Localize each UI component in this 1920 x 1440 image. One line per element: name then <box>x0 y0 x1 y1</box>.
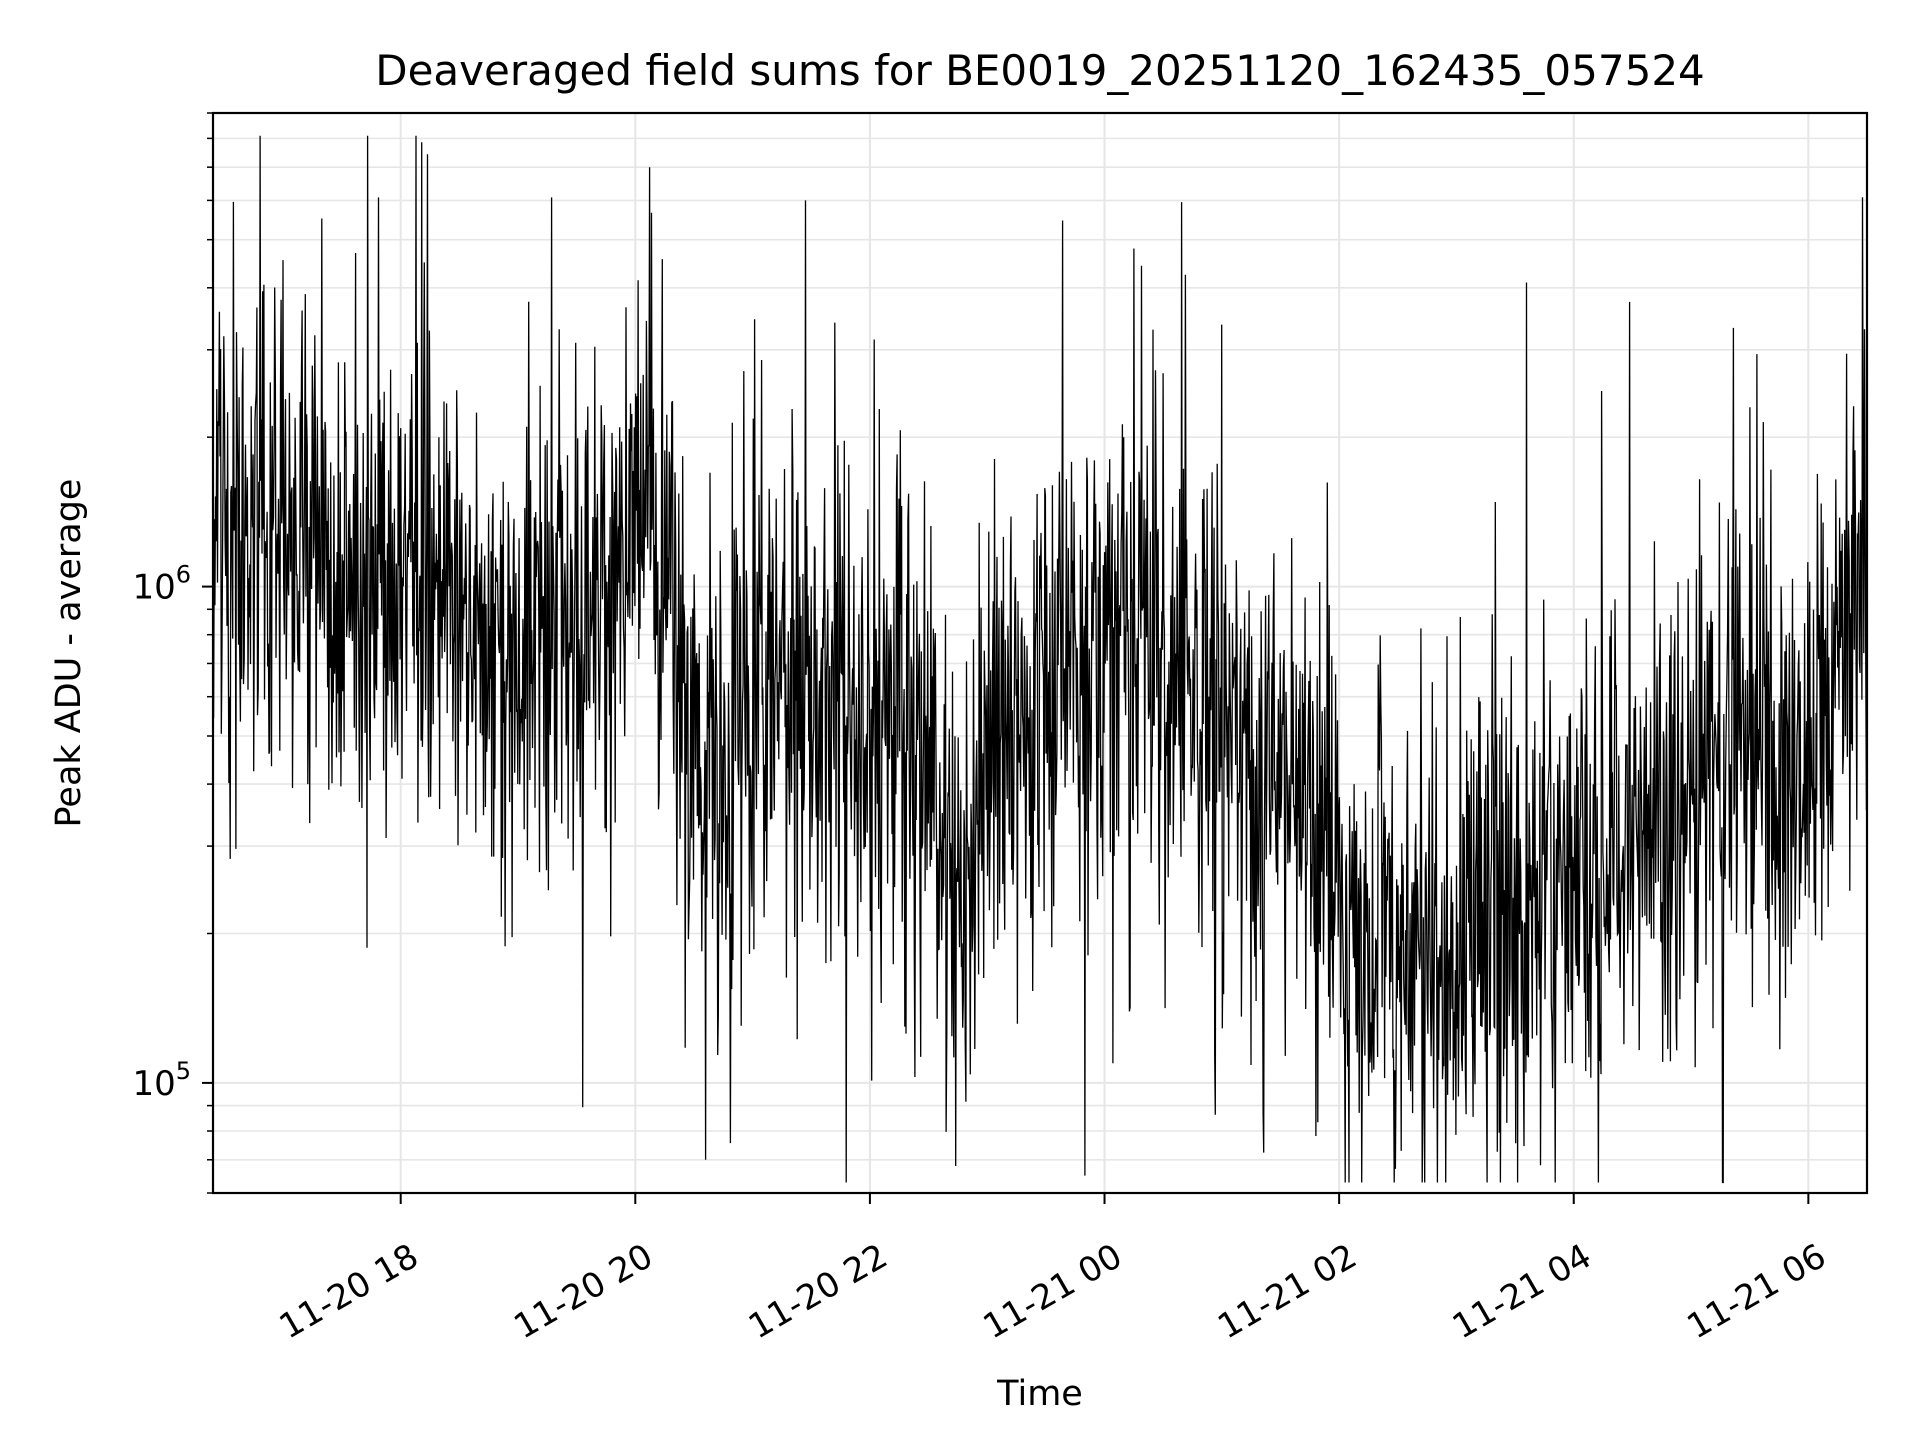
plot-frame <box>211 111 1869 1195</box>
series-line <box>212 135 1868 1184</box>
y-tick-label: 106 <box>132 561 191 608</box>
x-axis-label: Time <box>996 1374 1083 1414</box>
chart-title: Deaveraged field sums for BE0019_2025112… <box>375 46 1705 95</box>
y-axis-label: Peak ADU - average <box>49 479 89 828</box>
series-layer <box>212 135 1868 1184</box>
y-tick-label: 105 <box>132 1057 191 1104</box>
